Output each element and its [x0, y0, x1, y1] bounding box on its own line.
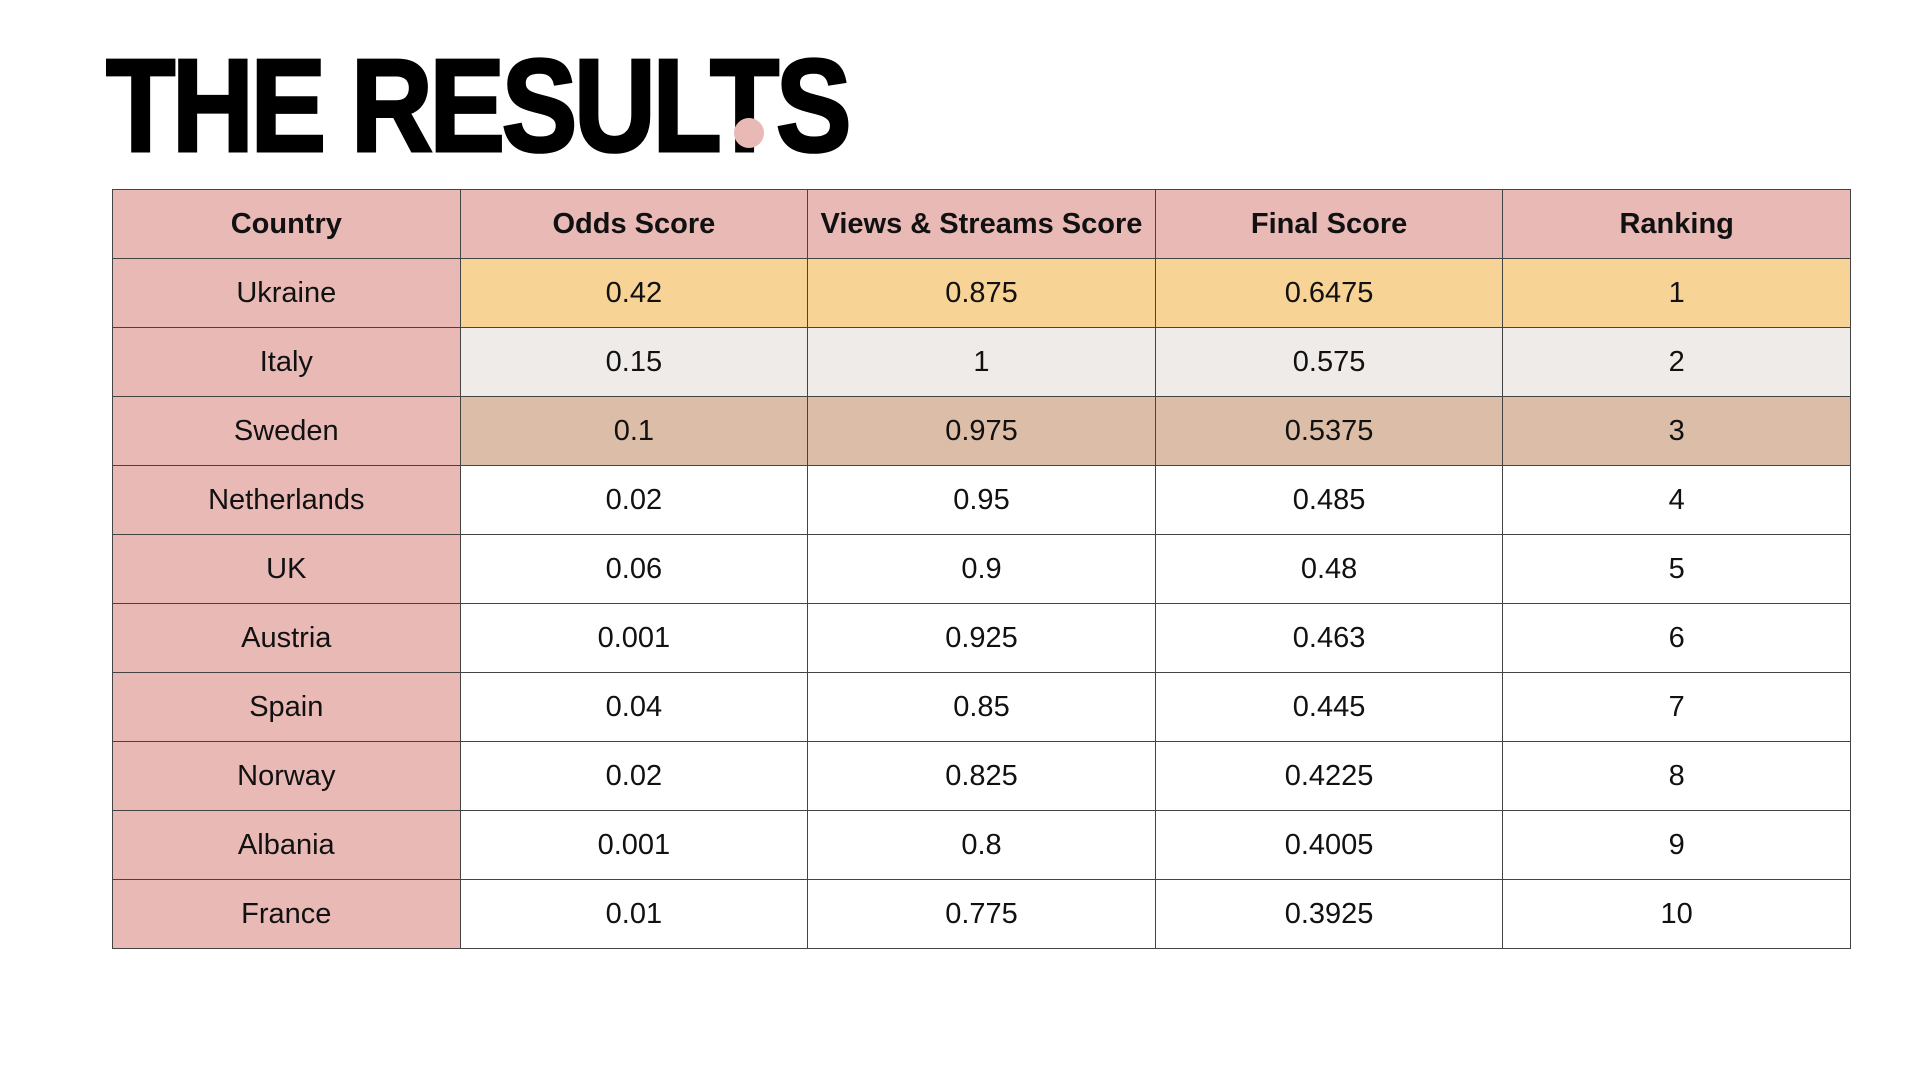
views-streams-score-cell: 0.875: [807, 258, 1156, 328]
final-score-cell: 0.575: [1154, 327, 1504, 397]
odds-score-cell: 0.001: [459, 810, 809, 880]
country-cell: Ukraine: [112, 258, 461, 328]
ranking-cell: 4: [1502, 465, 1851, 535]
final-score-cell: 0.4225: [1154, 741, 1504, 811]
header-ranking: Ranking: [1502, 189, 1851, 259]
views-streams-score-cell: 0.95: [807, 465, 1156, 535]
views-streams-score-cell: 1: [807, 327, 1156, 397]
table-header-row: Country Odds Score Views & Streams Score…: [112, 189, 1851, 259]
odds-score-cell: 0.04: [459, 672, 809, 742]
page-title: THE RESULTS: [105, 32, 853, 179]
final-score-cell: 0.485: [1154, 465, 1504, 535]
header-odds-score: Odds Score: [459, 189, 809, 259]
table-row: France 0.01 0.775 0.3925 10: [112, 879, 1851, 949]
header-views-streams-score: Views & Streams Score: [807, 189, 1156, 259]
views-streams-score-cell: 0.9: [807, 534, 1156, 604]
table-row: Norway 0.02 0.825 0.4225 8: [112, 741, 1851, 811]
table-row: Sweden 0.1 0.975 0.5375 3: [112, 396, 1851, 466]
final-score-cell: 0.6475: [1154, 258, 1504, 328]
odds-score-cell: 0.001: [459, 603, 809, 673]
country-cell: Austria: [112, 603, 461, 673]
table-row: Spain 0.04 0.85 0.445 7: [112, 672, 1851, 742]
final-score-cell: 0.5375: [1154, 396, 1504, 466]
country-cell: Italy: [112, 327, 461, 397]
country-cell: Norway: [112, 741, 461, 811]
ranking-cell: 2: [1502, 327, 1851, 397]
table-row: Netherlands 0.02 0.95 0.485 4: [112, 465, 1851, 535]
country-cell: Netherlands: [112, 465, 461, 535]
final-score-cell: 0.445: [1154, 672, 1504, 742]
table-row: UK 0.06 0.9 0.48 5: [112, 534, 1851, 604]
views-streams-score-cell: 0.8: [807, 810, 1156, 880]
ranking-cell: 5: [1502, 534, 1851, 604]
ranking-cell: 9: [1502, 810, 1851, 880]
odds-score-cell: 0.02: [459, 465, 809, 535]
odds-score-cell: 0.06: [459, 534, 809, 604]
views-streams-score-cell: 0.925: [807, 603, 1156, 673]
ranking-cell: 8: [1502, 741, 1851, 811]
country-cell: Albania: [112, 810, 461, 880]
country-cell: France: [112, 879, 461, 949]
title-accent-dot: [734, 118, 764, 148]
final-score-cell: 0.4005: [1154, 810, 1504, 880]
views-streams-score-cell: 0.775: [807, 879, 1156, 949]
table-row: Ukraine 0.42 0.875 0.6475 1: [112, 258, 1851, 328]
table-row: Albania 0.001 0.8 0.4005 9: [112, 810, 1851, 880]
final-score-cell: 0.463: [1154, 603, 1504, 673]
ranking-cell: 3: [1502, 396, 1851, 466]
ranking-cell: 10: [1502, 879, 1851, 949]
country-cell: Spain: [112, 672, 461, 742]
ranking-cell: 6: [1502, 603, 1851, 673]
ranking-cell: 7: [1502, 672, 1851, 742]
ranking-cell: 1: [1502, 258, 1851, 328]
country-cell: Sweden: [112, 396, 461, 466]
final-score-cell: 0.3925: [1154, 879, 1504, 949]
table-row: Austria 0.001 0.925 0.463 6: [112, 603, 1851, 673]
views-streams-score-cell: 0.825: [807, 741, 1156, 811]
odds-score-cell: 0.15: [459, 327, 809, 397]
final-score-cell: 0.48: [1154, 534, 1504, 604]
country-cell: UK: [112, 534, 461, 604]
views-streams-score-cell: 0.975: [807, 396, 1156, 466]
views-streams-score-cell: 0.85: [807, 672, 1156, 742]
header-country: Country: [112, 189, 461, 259]
odds-score-cell: 0.42: [459, 258, 809, 328]
table-row: Italy 0.15 1 0.575 2: [112, 327, 1851, 397]
odds-score-cell: 0.02: [459, 741, 809, 811]
results-table: Country Odds Score Views & Streams Score…: [112, 189, 1851, 949]
odds-score-cell: 0.01: [459, 879, 809, 949]
odds-score-cell: 0.1: [459, 396, 809, 466]
header-final-score: Final Score: [1154, 189, 1504, 259]
